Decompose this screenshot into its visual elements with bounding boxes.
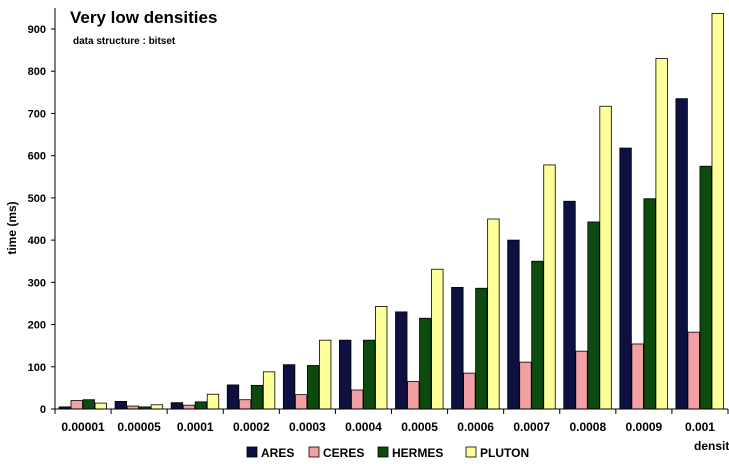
- x-tick-label: 0.0005: [401, 420, 438, 434]
- bar-pluton-0.0002: [262, 371, 276, 410]
- bar-hermes-0.0009: [643, 198, 656, 410]
- bar-pluton-0.0007: [543, 164, 556, 410]
- legend-label-pluton: PLUTON: [480, 446, 529, 460]
- bar-hermes-0.00001: [82, 399, 95, 410]
- bar-pluton-0.0009: [655, 58, 668, 410]
- bar-ceres-0.0008: [575, 350, 588, 410]
- bar-ceres-0.001: [687, 331, 700, 410]
- bar-hermes-0.0002: [250, 384, 264, 410]
- x-tick-label: 0.0006: [457, 420, 494, 434]
- x-tick-label: 0.0003: [289, 420, 326, 434]
- bar-pluton-0.0006: [487, 218, 500, 410]
- bar-pluton-0.0003: [318, 339, 332, 410]
- bar-ceres-0.0004: [351, 389, 364, 410]
- bar-pluton-0.0001: [206, 393, 220, 410]
- y-tick-label: 0: [40, 404, 46, 416]
- bar-ceres-0.0005: [407, 381, 420, 410]
- bar-hermes-0.0007: [531, 260, 544, 410]
- bar-pluton-0.00005: [150, 404, 164, 410]
- x-tick-label: 0.0004: [345, 420, 382, 434]
- bar-hermes-0.0006: [475, 287, 488, 410]
- bar-pluton-0.001: [711, 12, 724, 410]
- y-tick-label: 500: [28, 193, 46, 205]
- legend-label-hermes: HERMES: [392, 446, 443, 460]
- bar-ceres-0.0002: [238, 399, 252, 410]
- bar-hermes-0.0003: [306, 365, 320, 410]
- y-tick-label: 800: [28, 66, 46, 78]
- bar-ceres-0.0003: [294, 394, 308, 410]
- chart-title: Very low densities: [70, 8, 217, 27]
- x-tick-label: 0.0007: [513, 420, 550, 434]
- bar-hermes-0.0001: [194, 401, 208, 410]
- legend-swatch-pluton: [465, 446, 477, 458]
- bar-ceres-0.0001: [182, 404, 196, 410]
- x-tick-label: 0.00005: [117, 420, 161, 434]
- chart-subtitle: data structure : bitset: [73, 36, 176, 47]
- bar-hermes-0.001: [699, 165, 712, 410]
- x-tick-label: 0.0002: [233, 420, 270, 434]
- bar-ares-0.0004: [339, 339, 352, 410]
- x-axis: 0.00001 0.00005 0.0001 0.0002 0.0003 0.0004 0.…: [54, 408, 729, 434]
- bar-ares-0.0003: [282, 364, 296, 410]
- x-tick-label: 0.0009: [626, 420, 663, 434]
- bar-ares-0.0009: [619, 147, 632, 410]
- bar-ares-0.001: [675, 98, 688, 410]
- y-tick-label: 600: [28, 151, 46, 163]
- y-axis: 0 100 200 300 400 500 600 700 800 900: [28, 8, 56, 416]
- bar-ares-0.0007: [507, 239, 520, 410]
- x-axis-label: density: [694, 439, 729, 453]
- bar-hermes-0.0004: [363, 339, 376, 410]
- bar-pluton-0.0005: [431, 268, 444, 410]
- bar-hermes-0.0005: [419, 317, 432, 410]
- y-tick-label: 700: [28, 108, 46, 120]
- y-tick-label: 200: [28, 320, 46, 332]
- y-axis-label: time (ms): [5, 201, 19, 254]
- bar-ares-0.0005: [395, 311, 408, 410]
- y-tick-label: 900: [28, 24, 46, 36]
- plot-area: [58, 12, 724, 410]
- bar-ares-0.0008: [563, 200, 576, 410]
- x-tick-label: 0.001: [685, 420, 715, 434]
- legend-swatch-ares: [246, 446, 258, 458]
- x-tick-label: 0.0001: [177, 420, 214, 434]
- bar-ceres-0.00001: [70, 400, 83, 410]
- bar-ares-0.0001: [170, 402, 184, 410]
- y-tick-label: 300: [28, 277, 46, 289]
- legend-label-ceres: CERES: [323, 446, 364, 460]
- bar-ceres-0.0007: [519, 361, 532, 410]
- legend: ARES CERES HERMES PLUTON: [246, 446, 529, 460]
- bar-pluton-0.0004: [375, 305, 388, 410]
- bar-ceres-0.0006: [463, 372, 476, 410]
- y-tick-label: 400: [28, 235, 46, 247]
- bar-hermes-0.0008: [587, 221, 600, 410]
- legend-label-ares: ARES: [261, 446, 294, 460]
- bar-pluton-0.00001: [94, 402, 107, 410]
- legend-swatch-ceres: [308, 446, 320, 458]
- y-tick-label: 100: [28, 362, 46, 374]
- bar-ares-0.0006: [451, 286, 464, 410]
- bar-ares-0.00005: [114, 400, 128, 410]
- legend-swatch-hermes: [377, 446, 389, 458]
- x-tick-label: 0.00001: [61, 420, 105, 434]
- bar-ares-0.0002: [226, 384, 240, 410]
- x-tick-label: 0.0008: [569, 420, 606, 434]
- bar-pluton-0.0008: [599, 105, 612, 410]
- bar-ceres-0.0009: [631, 343, 644, 410]
